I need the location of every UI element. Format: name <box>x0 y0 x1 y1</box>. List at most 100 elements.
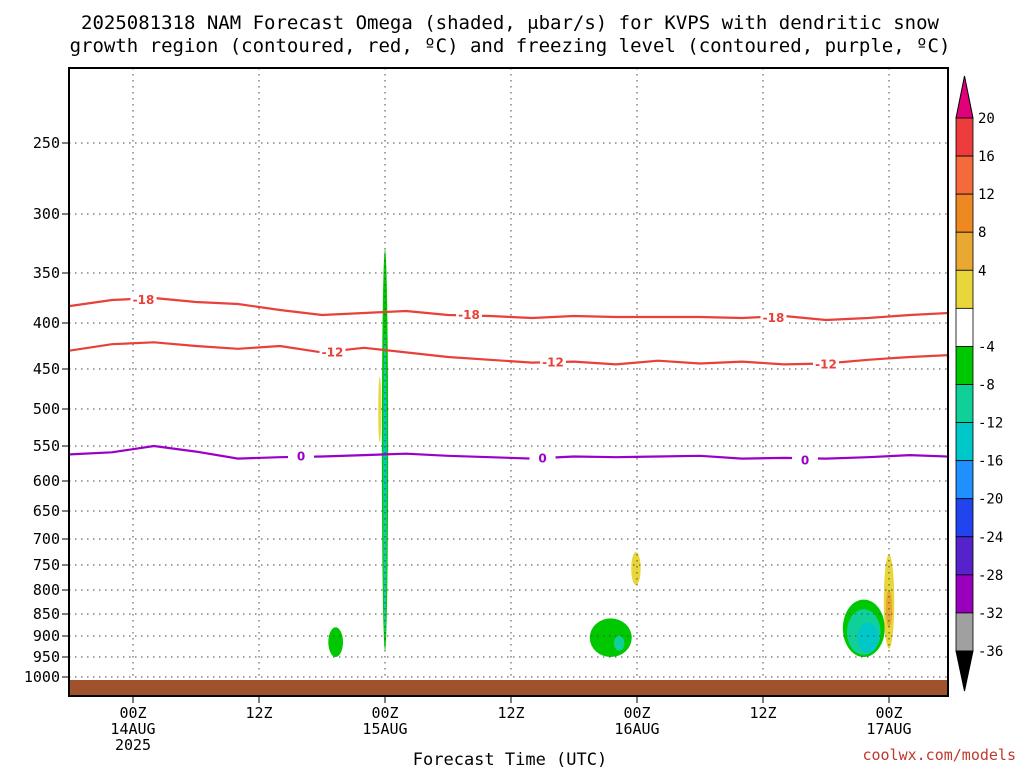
watermark: coolwx.com/models <box>862 746 1016 764</box>
contour-line <box>69 341 950 366</box>
chart-title-line2: growth region (contoured, red, ºC) and f… <box>70 35 951 57</box>
omega-shaded-area <box>383 385 387 505</box>
y-tick-label: 950 <box>33 648 60 666</box>
colorbar-label: 16 <box>978 149 995 165</box>
x-tick-date: 15AUG <box>362 720 407 738</box>
y-tick-label: 600 <box>33 472 60 490</box>
colorbar-label: -32 <box>978 606 1003 622</box>
y-tick-label: 550 <box>33 437 60 455</box>
x-tick-label: 12Z <box>497 704 524 722</box>
y-tick-label: 400 <box>33 314 60 332</box>
y-tick-label: 300 <box>33 205 60 223</box>
contour-line <box>69 296 950 322</box>
x-tick-date: 16AUG <box>614 720 659 738</box>
colorbar-band <box>955 269 974 309</box>
x-tick-label: 12Z <box>245 704 272 722</box>
colorbar-label: -20 <box>978 492 1003 508</box>
x-axis-label: Forecast Time (UTC) <box>413 750 607 768</box>
contour-label-bg <box>792 453 818 468</box>
y-tick-label: 500 <box>33 400 60 418</box>
y-tick-label: 850 <box>33 605 60 623</box>
x-tick-date: 17AUG <box>866 720 911 738</box>
x-tick-label: 00Z <box>875 704 902 722</box>
contour-label: 0 <box>801 454 809 468</box>
y-tick-label: 350 <box>33 264 60 282</box>
colorbar-band <box>955 231 974 271</box>
contour-label: 0 <box>297 450 305 464</box>
colorbar: 20 16 12 8 4 -4 -8 -12 -16 -20 -24 -28 -32 -36 <box>955 75 1003 692</box>
colorbar-band <box>955 498 974 538</box>
colorbar-band <box>955 422 974 462</box>
colorbar-bottom-arrow <box>955 650 974 692</box>
colorbar-label: -16 <box>978 454 1003 470</box>
contour-label: -12 <box>542 356 564 370</box>
x-tick-label: 00Z <box>623 704 650 722</box>
omega-shaded-area <box>589 618 632 657</box>
contour-label-bg <box>813 357 839 372</box>
colorbar-band <box>955 536 974 576</box>
terrain-bar <box>69 680 948 696</box>
contour-label: -12 <box>322 345 344 359</box>
x-tick-label: 00Z <box>119 704 146 722</box>
chart-title-line1: 2025081318 NAM Forecast Omega (shaded, μ… <box>81 12 939 34</box>
contour-label-bg <box>529 451 556 466</box>
colorbar-label: -12 <box>978 416 1003 432</box>
colorbar-band <box>955 155 974 195</box>
plot-frame <box>68 67 949 697</box>
y-tick-label: 650 <box>33 502 60 520</box>
y-tick-label: 450 <box>33 360 60 378</box>
colorbar-band <box>955 117 974 157</box>
colorbar-band <box>955 612 974 652</box>
omega-shaded-area <box>378 377 382 443</box>
colorbar-label: -36 <box>978 644 1003 660</box>
omega-shaded-area <box>631 552 641 585</box>
y-tick-label: 750 <box>33 556 60 574</box>
colorbar-label: 12 <box>978 187 995 203</box>
omega-shading <box>328 249 895 657</box>
colorbar-label: 20 <box>978 111 995 127</box>
x-tick-year: 2025 <box>115 736 151 754</box>
contour-label: -18 <box>763 311 785 325</box>
omega-shaded-area <box>328 627 343 657</box>
omega-shaded-area <box>857 622 879 653</box>
colorbar-label: -24 <box>978 530 1003 546</box>
contour-label-bg <box>456 308 482 322</box>
y-tick-label: 900 <box>33 627 60 645</box>
y-tick-label: 700 <box>33 530 60 548</box>
colorbar-label: -4 <box>978 339 995 355</box>
colorbar-band <box>955 384 974 423</box>
colorbar-band <box>955 460 974 500</box>
y-tick-label: 800 <box>33 581 60 599</box>
contour-label: -18 <box>133 293 155 307</box>
colorbar-band <box>955 574 974 614</box>
x-tick-date: 14AUG <box>110 720 155 738</box>
contour-label-bg <box>319 345 346 360</box>
grid-lines <box>69 68 948 680</box>
temperature-contours: -18 -18 -18 -12 -12 -12 0 0 0 <box>69 293 950 468</box>
y-axis-pressure: 250 300 350 400 450 500 550 600 650 700 750 800 850 9… <box>24 134 69 686</box>
x-tick-label: 12Z <box>749 704 776 722</box>
contour-label-bg <box>540 355 566 370</box>
x-tick-label: 00Z <box>371 704 398 722</box>
colorbar-band <box>955 193 974 233</box>
colorbar-band <box>955 346 974 385</box>
plot-area: -18 -18 -18 -12 -12 -12 0 0 0 <box>68 67 950 697</box>
contour-label-bg <box>130 293 157 307</box>
colorbar-band <box>955 307 974 347</box>
plot-background <box>69 68 948 696</box>
contour-label: -12 <box>815 357 837 371</box>
y-tick-label: 1000 <box>24 668 60 686</box>
y-tick-label: 250 <box>33 134 60 152</box>
contour-label: 0 <box>538 452 546 466</box>
contour-label-bg <box>760 311 787 325</box>
colorbar-label: 4 <box>978 263 986 279</box>
omega-shaded-area <box>613 636 625 651</box>
colorbar-label: 8 <box>978 225 986 241</box>
contour-label-bg <box>288 449 314 464</box>
contour-label: -18 <box>458 308 480 322</box>
colorbar-label: -28 <box>978 568 1003 584</box>
colorbar-top-arrow <box>955 75 974 119</box>
colorbar-label: -8 <box>978 378 995 394</box>
